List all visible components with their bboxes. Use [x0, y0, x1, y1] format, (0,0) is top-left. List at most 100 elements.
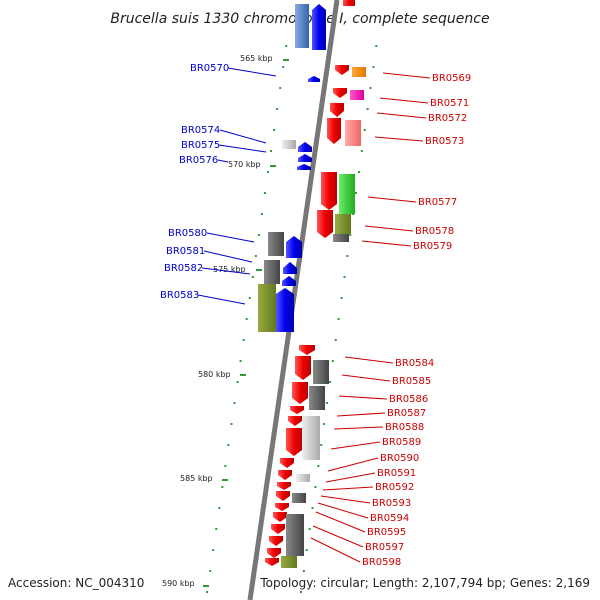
forward-gene-arrow[interactable]: [277, 482, 291, 490]
forward-gene-arrow[interactable]: [286, 428, 302, 456]
gene-label-br0582[interactable]: BR0582: [164, 263, 203, 274]
forward-gene-arrow[interactable]: [288, 416, 302, 426]
gene-label-br0571[interactable]: BR0571: [430, 98, 469, 109]
minor-tick: [248, 297, 251, 299]
gray-feature-box[interactable]: [309, 386, 325, 410]
forward-gene-arrow[interactable]: [269, 536, 283, 546]
label-leaders: [197, 67, 431, 563]
gray-feature-box[interactable]: [286, 514, 304, 556]
forward-gene-arrow[interactable]: [276, 491, 290, 501]
reverse-gene-arrow[interactable]: [298, 142, 312, 152]
gene-label-br0594[interactable]: BR0594: [370, 513, 409, 524]
gene-label-br0595[interactable]: BR0595: [367, 527, 406, 538]
gene-label-br0584[interactable]: BR0584: [395, 358, 434, 369]
minor-tick: [372, 66, 375, 68]
forward-gene-arrow[interactable]: [335, 65, 349, 75]
forward-gene-arrow[interactable]: [333, 88, 347, 98]
magenta-feature-box[interactable]: [350, 90, 364, 100]
gray-feature-box[interactable]: [313, 360, 329, 384]
minor-tick: [282, 66, 285, 68]
reverse-gene-arrow[interactable]: [276, 288, 294, 332]
forward-gene-arrow[interactable]: [321, 172, 337, 210]
forward-gene-arrow[interactable]: [292, 382, 308, 404]
forward-gene-arrow[interactable]: [317, 210, 333, 238]
gene-label-br0586[interactable]: BR0586: [389, 394, 428, 405]
gene-label-br0593[interactable]: BR0593: [372, 498, 411, 509]
gene-label-br0581[interactable]: BR0581: [166, 246, 205, 257]
gene-label-br0569[interactable]: BR0569: [432, 73, 471, 84]
forward-gene-arrow[interactable]: [280, 458, 294, 468]
light-gray-box[interactable]: [296, 474, 310, 482]
gray-feature-box[interactable]: [292, 493, 306, 503]
gene-label-br0578[interactable]: BR0578: [415, 226, 454, 237]
gene-label-br0580[interactable]: BR0580: [168, 228, 207, 239]
gene-label-br0583[interactable]: BR0583: [160, 290, 199, 301]
top-gene-fragment[interactable]: [343, 0, 355, 6]
olive-feature-box[interactable]: [281, 556, 297, 568]
gray-feature-box[interactable]: [268, 232, 284, 256]
reverse-gene-arrow[interactable]: [297, 164, 311, 170]
forward-gene-arrow[interactable]: [271, 524, 285, 534]
forward-gene-arrow[interactable]: [275, 503, 289, 511]
reverse-gene-arrow[interactable]: [312, 4, 326, 50]
reverse-gene-arrow[interactable]: [286, 236, 302, 258]
gene-label-br0597[interactable]: BR0597: [365, 542, 404, 553]
forward-gene-arrow[interactable]: [273, 512, 287, 522]
gene-label-br0590[interactable]: BR0590: [380, 453, 419, 464]
forward-gene-arrow[interactable]: [299, 345, 315, 355]
gray-feature-box[interactable]: [333, 234, 349, 242]
gene-label-br0574[interactable]: BR0574: [181, 125, 220, 136]
reverse-gene-arrow[interactable]: [308, 76, 320, 82]
top-feature-box[interactable]: [295, 4, 309, 48]
reverse-gene-arrow[interactable]: [283, 262, 297, 274]
forward-gene-arrow[interactable]: [330, 103, 344, 117]
light-gray-box[interactable]: [282, 140, 296, 149]
gene-label-br0592[interactable]: BR0592: [375, 482, 414, 493]
gene-label-br0585[interactable]: BR0585: [392, 376, 431, 387]
scale-label: 580 kbp: [198, 370, 231, 379]
forward-gene-arrow[interactable]: [267, 548, 281, 558]
leader-line: [382, 72, 431, 79]
forward-gene-arrow[interactable]: [327, 118, 341, 144]
gene-label-br0577[interactable]: BR0577: [418, 197, 457, 208]
minor-tick: [337, 318, 340, 320]
reverse-gene-arrow[interactable]: [282, 276, 296, 286]
gene-label-br0587[interactable]: BR0587: [387, 408, 426, 419]
forward-gene-arrow[interactable]: [278, 470, 292, 480]
minor-tick: [375, 45, 378, 47]
leader-line: [310, 537, 361, 563]
minor-tick: [206, 591, 209, 593]
leader-line: [317, 502, 369, 519]
green-feature-box[interactable]: [339, 174, 355, 214]
scale-label: 585 kbp: [180, 474, 213, 483]
forward-gene-arrow[interactable]: [265, 558, 279, 566]
olive-feature-box[interactable]: [335, 214, 351, 234]
pink-feature-box[interactable]: [345, 120, 361, 146]
gene-label-br0589[interactable]: BR0589: [382, 437, 421, 448]
gene-label-br0591[interactable]: BR0591: [377, 468, 416, 479]
leader-line: [367, 196, 417, 203]
reverse-gene-arrow[interactable]: [298, 154, 312, 162]
gene-label-br0579[interactable]: BR0579: [413, 241, 452, 252]
leader-line: [197, 294, 246, 305]
minor-tick: [257, 234, 260, 236]
gene-label-br0588[interactable]: BR0588: [385, 422, 424, 433]
gray-feature-box[interactable]: [264, 260, 280, 284]
leader-line: [338, 395, 388, 400]
olive-feature-box[interactable]: [258, 284, 276, 332]
forward-gene-arrow[interactable]: [290, 406, 304, 414]
light-gray-box[interactable]: [302, 416, 320, 460]
forward-gene-arrow[interactable]: [295, 356, 311, 380]
gene-label-br0576[interactable]: BR0576: [179, 155, 218, 166]
gene-label-br0573[interactable]: BR0573: [425, 136, 464, 147]
gene-label-br0572[interactable]: BR0572: [428, 113, 467, 124]
gene-label-br0598[interactable]: BR0598: [362, 557, 401, 568]
gene-label-br0575[interactable]: BR0575: [181, 140, 220, 151]
minor-tick: [326, 402, 329, 404]
minor-tick: [227, 444, 230, 446]
gene-label-br0570[interactable]: BR0570: [190, 63, 229, 74]
scale-label: 565 kbp: [240, 54, 273, 63]
minor-tick: [230, 423, 233, 425]
orange-feature-box[interactable]: [352, 67, 366, 77]
